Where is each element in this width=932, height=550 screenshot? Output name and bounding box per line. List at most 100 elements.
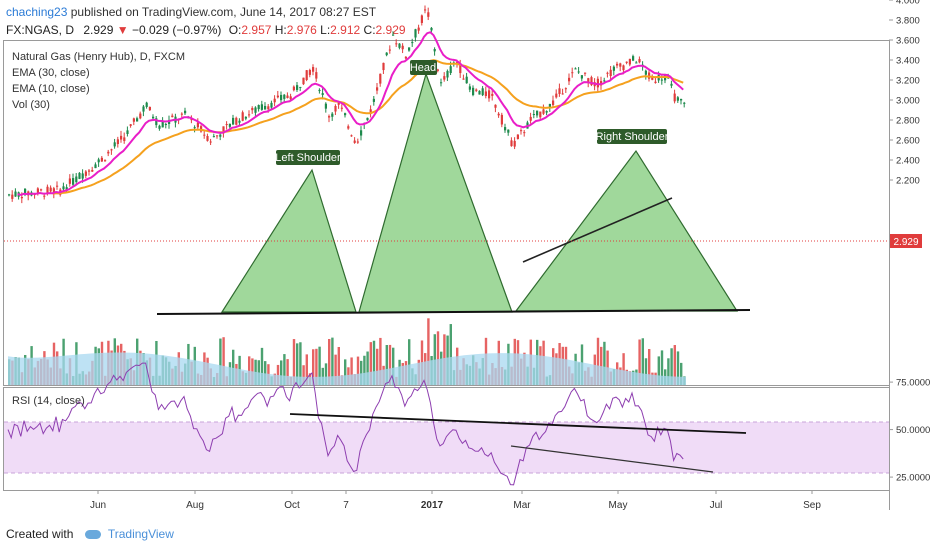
candle-body: [475, 89, 478, 91]
candle-body: [433, 49, 436, 52]
axis-layer: 2.200 2.400 2.600 2.800 3.000 3.200 3.400 3.600…: [90, 0, 930, 511]
down-arrow-icon: ▼: [116, 23, 129, 37]
author-link[interactable]: chaching23: [6, 5, 68, 19]
price-axis-label: 2.400: [896, 156, 920, 167]
volume-bar: [670, 348, 673, 385]
candle-body: [513, 140, 516, 147]
candle-body: [206, 135, 209, 141]
time-axis-label: 2017: [421, 500, 444, 511]
volume-bar: [385, 345, 388, 385]
candle-body: [196, 122, 199, 128]
volume-bar: [321, 367, 324, 385]
legend-ema10[interactable]: EMA (10, close): [12, 83, 90, 95]
candle-body: [299, 86, 302, 88]
candle-body: [395, 43, 398, 45]
volume-bar: [331, 337, 334, 385]
volume-bar: [360, 360, 363, 385]
candle-body: [232, 117, 235, 125]
volume-bar: [280, 360, 283, 385]
candle-body: [302, 77, 305, 85]
candle-body: [596, 78, 599, 88]
candle-body: [65, 187, 68, 191]
candle-body: [126, 130, 129, 134]
rsi-axis-label: 75.0000: [896, 378, 930, 389]
head-label: Head: [410, 60, 437, 75]
rsi-band: [4, 422, 889, 473]
candle-body: [113, 142, 116, 147]
candle-body: [241, 112, 244, 121]
candle-body: [408, 47, 411, 51]
candle-body: [46, 186, 49, 194]
tradingview-brand-link[interactable]: TradingView: [107, 527, 174, 541]
candle-body: [350, 135, 353, 137]
rsi-line: [7, 362, 684, 486]
volume-bar: [344, 359, 347, 385]
candle-body: [481, 88, 484, 96]
candle-body: [312, 67, 315, 72]
right-shoulder-label: Right Shoulder: [596, 129, 669, 144]
candle-body: [254, 107, 257, 113]
volume-bar: [324, 363, 328, 385]
candle-body: [577, 71, 580, 73]
legend-ema30[interactable]: EMA (30, close): [12, 67, 90, 79]
candle-body: [84, 171, 87, 176]
candle-body: [449, 66, 452, 74]
candle-body: [40, 189, 43, 191]
price-axis-label: 2.800: [896, 116, 920, 127]
volume-bar: [302, 365, 305, 385]
last-price-tag: [890, 234, 922, 248]
candle-body: [660, 79, 663, 81]
candle-body: [347, 126, 350, 129]
candle-body: [216, 135, 219, 137]
rsi-axis-label: 25.0000: [896, 473, 930, 484]
volume-bar: [334, 354, 337, 385]
volume-bar: [286, 359, 289, 385]
candle-body: [436, 69, 439, 71]
candle-body: [606, 72, 609, 74]
candle-body: [139, 113, 142, 119]
candle-body: [145, 102, 148, 107]
left-shoulder-label: Left Shoulder: [275, 150, 341, 165]
ema30-line: [52, 59, 684, 195]
candle-body: [276, 95, 279, 98]
candle-body: [225, 124, 228, 126]
candle-body: [308, 69, 311, 75]
candle-body: [161, 121, 164, 128]
candle-body: [478, 90, 481, 95]
legend-vol[interactable]: Vol (30): [12, 99, 50, 111]
candle-body: [520, 130, 523, 132]
candle-body: [251, 107, 254, 111]
price-axis-label: 4.000: [896, 0, 920, 7]
created-with-label: Created with: [6, 527, 74, 541]
candle-body: [14, 191, 17, 197]
candle-body: [292, 86, 295, 91]
candle-body: [500, 114, 503, 125]
legend-rsi[interactable]: RSI (14, close): [12, 395, 85, 407]
volume-bar: [427, 318, 430, 385]
candle-body: [430, 27, 433, 31]
candle-body: [366, 117, 369, 121]
candle-body: [632, 56, 635, 61]
candle-body: [372, 98, 375, 102]
candle-body: [78, 172, 81, 179]
candle-body: [97, 159, 100, 163]
volume-bar: [392, 347, 395, 385]
candle-body: [440, 82, 443, 84]
candle-body: [680, 98, 683, 101]
time-axis-label: Mar: [513, 500, 531, 511]
legend-title: Natural Gas (Henry Hub), D, FXCM: [12, 51, 185, 63]
neckline: [156, 309, 751, 315]
volume-bar: [600, 346, 603, 385]
candle-body: [558, 88, 561, 94]
candle-body: [670, 83, 673, 86]
symbol-label: FX:NGAS, D: [6, 23, 75, 37]
head-triangle: [358, 72, 513, 313]
candle-body: [260, 104, 263, 110]
candle-body: [129, 124, 132, 126]
candle-body: [654, 81, 657, 84]
candle-body: [222, 126, 225, 134]
volume-bar: [388, 344, 392, 385]
candle-body: [612, 66, 615, 71]
volume-bar: [337, 346, 340, 385]
volume-bar: [315, 348, 318, 385]
